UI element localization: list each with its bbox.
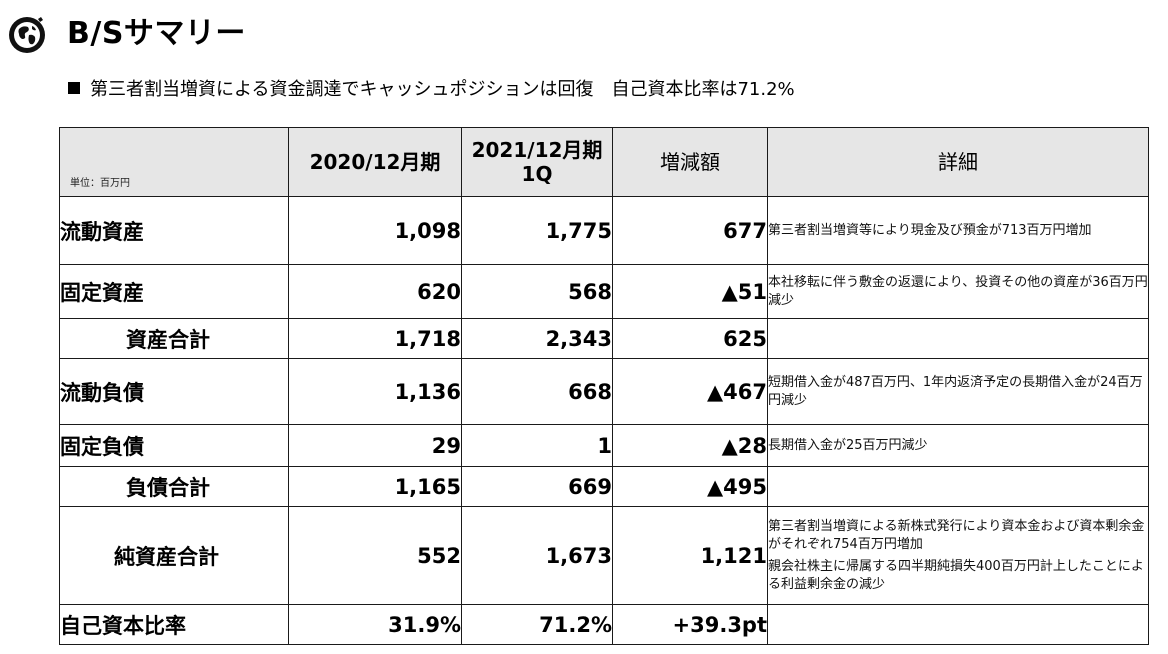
- row-detail: 短期借入金が487百万円、1年内返済予定の長期借入金が24百万円減少: [767, 358, 1149, 425]
- table-row: 純資産合計 552 1,673 1,121 第三者割当増資による新株式発行により…: [59, 506, 1149, 605]
- row-value-2020: 1,718: [288, 318, 462, 359]
- row-value-2021: 1,673: [461, 506, 613, 605]
- row-value-2020: 1,136: [288, 358, 462, 425]
- row-detail: 本社移転に伴う敷金の返還により、投資その他の資産が36百万円減少: [767, 264, 1149, 319]
- balance-sheet-table: 単位：百万円 2020/12月期 2021/12月期 1Q 増減額 詳細 流動資…: [59, 127, 1149, 645]
- square-bullet-icon: [68, 82, 80, 94]
- row-value-2020: 1,165: [288, 466, 462, 507]
- globe-logo-icon: [9, 17, 45, 53]
- row-detail-text: 第三者割当増資等により現金及び預金が713百万円増加: [768, 222, 1092, 238]
- table-row: 資産合計 1,718 2,343 625: [59, 318, 1149, 359]
- row-item-label: 純資産合計: [59, 506, 289, 605]
- row-value-2021: 1: [461, 424, 613, 467]
- row-value-2021: 669: [461, 466, 613, 507]
- unit-label: 単位：百万円: [70, 178, 130, 189]
- header-2021-line2: 1Q: [521, 162, 553, 186]
- row-value-2020: 620: [288, 264, 462, 319]
- header-diff: 増減額: [612, 127, 768, 197]
- row-value-diff: 1,121: [612, 506, 768, 605]
- table-row: 負債合計 1,165 669 ▲495: [59, 466, 1149, 507]
- row-value-2021: 568: [461, 264, 613, 319]
- row-detail-text: 長期借入金が25百万円減少: [768, 437, 928, 453]
- page-header: B/Sサマリー: [0, 0, 1168, 70]
- row-value-diff: +39.3pt: [612, 604, 768, 645]
- row-value-2021: 2,343: [461, 318, 613, 359]
- row-item-label: 固定負債: [59, 424, 289, 467]
- header-detail: 詳細: [767, 127, 1149, 197]
- table-row: 固定負債 29 1 ▲28 長期借入金が25百万円減少: [59, 424, 1149, 467]
- row-value-diff: 625: [612, 318, 768, 359]
- table-row: 自己資本比率 31.9% 71.2% +39.3pt: [59, 604, 1149, 645]
- row-value-diff: 677: [612, 196, 768, 265]
- row-detail-text: 第三者割当増資による新株式発行により資本金および資本剰余金がそれぞれ754百万円…: [768, 518, 1145, 552]
- header-2020: 2020/12月期: [288, 127, 462, 197]
- page-title: B/Sサマリー: [67, 16, 246, 51]
- table-row: 固定資産 620 568 ▲51 本社移転に伴う敷金の返還により、投資その他の資…: [59, 264, 1149, 319]
- row-value-2021: 1,775: [461, 196, 613, 265]
- row-detail: 第三者割当増資等により現金及び預金が713百万円増加: [767, 196, 1149, 265]
- row-value-diff: ▲495: [612, 466, 768, 507]
- table-row: 流動資産 1,098 1,775 677 第三者割当増資等により現金及び預金が7…: [59, 196, 1149, 265]
- subtitle-text: 第三者割当増資による資金調達でキャッシュポジションは回復 自己資本比率は71.2…: [90, 79, 795, 100]
- row-detail-text: 短期借入金が487百万円、1年内返済予定の長期借入金が24百万円減少: [768, 374, 1143, 408]
- row-item-label: 流動負債: [59, 358, 289, 425]
- row-value-2020: 1,098: [288, 196, 462, 265]
- row-detail-text-2: 親会社株主に帰属する四半期純損失400百万円計上したことによる利益剰余金の減少: [768, 558, 1144, 592]
- row-item-label: 流動資産: [59, 196, 289, 265]
- table-row: 流動負債 1,136 668 ▲467 短期借入金が487百万円、1年内返済予定…: [59, 358, 1149, 425]
- row-item-label: 固定資産: [59, 264, 289, 319]
- row-value-diff: ▲28: [612, 424, 768, 467]
- header-2021-line1: 2021/12月期: [471, 138, 603, 162]
- row-detail: [767, 604, 1149, 645]
- row-value-2020: 29: [288, 424, 462, 467]
- row-detail: 長期借入金が25百万円減少: [767, 424, 1149, 467]
- row-value-diff: ▲51: [612, 264, 768, 319]
- row-value-2021: 668: [461, 358, 613, 425]
- row-item-label: 自己資本比率: [59, 604, 289, 645]
- row-item-label: 負債合計: [59, 466, 289, 507]
- row-value-2020: 31.9%: [288, 604, 462, 645]
- row-value-diff: ▲467: [612, 358, 768, 425]
- unit-header-cell: 単位：百万円: [59, 127, 289, 197]
- row-value-2021: 71.2%: [461, 604, 613, 645]
- row-detail: [767, 466, 1149, 507]
- row-detail: 第三者割当増資による新株式発行により資本金および資本剰余金がそれぞれ754百万円…: [767, 506, 1149, 605]
- row-value-2020: 552: [288, 506, 462, 605]
- row-item-label: 資産合計: [59, 318, 289, 359]
- page-subtitle: 第三者割当増資による資金調達でキャッシュポジションは回復 自己資本比率は71.2…: [68, 77, 795, 103]
- header-2021-1q: 2021/12月期 1Q: [461, 127, 613, 197]
- table-header-row: 単位：百万円 2020/12月期 2021/12月期 1Q 増減額 詳細: [59, 127, 1149, 197]
- row-detail: [767, 318, 1149, 359]
- row-detail-text: 本社移転に伴う敷金の返還により、投資その他の資産が36百万円減少: [768, 274, 1148, 308]
